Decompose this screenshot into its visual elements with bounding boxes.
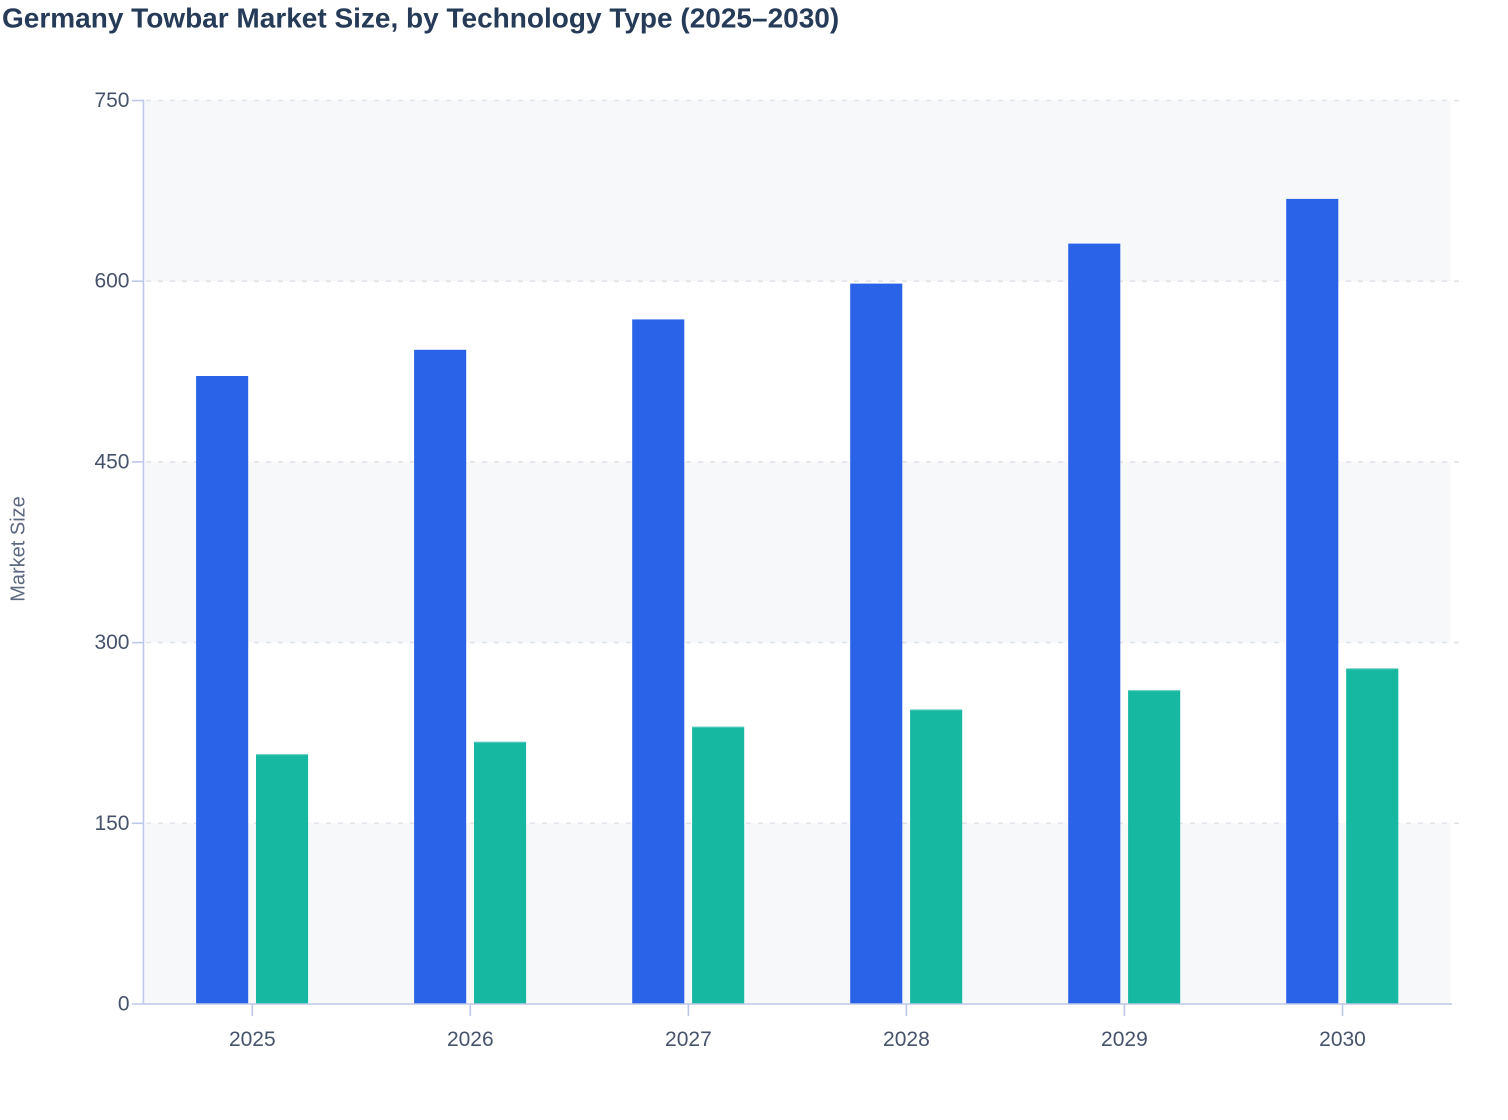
svg-text:2030: 2030 — [1319, 1028, 1366, 1051]
svg-text:600: 600 — [94, 270, 129, 293]
svg-text:0: 0 — [118, 993, 130, 1016]
svg-text:2026: 2026 — [447, 1028, 494, 1051]
svg-text:2025: 2025 — [229, 1028, 276, 1051]
svg-text:Market Size: Market Size — [8, 496, 30, 602]
svg-text:Germany Towbar Market Size, by: Germany Towbar Market Size, by Technolog… — [2, 3, 839, 34]
svg-text:150: 150 — [94, 812, 129, 835]
svg-text:2028: 2028 — [883, 1028, 930, 1051]
svg-text:450: 450 — [94, 450, 129, 473]
svg-text:750: 750 — [94, 89, 129, 112]
svg-text:2029: 2029 — [1101, 1028, 1148, 1051]
svg-text:300: 300 — [94, 631, 129, 654]
svg-text:2027: 2027 — [665, 1028, 712, 1051]
